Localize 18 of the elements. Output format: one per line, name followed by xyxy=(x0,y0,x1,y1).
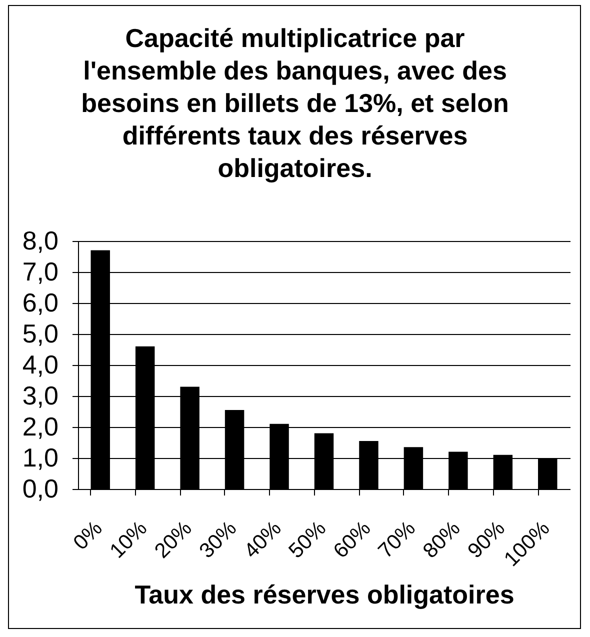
y-tick-label: 8,0 xyxy=(22,226,58,256)
y-tick-label: 6,0 xyxy=(22,288,58,318)
y-tick-label: 4,0 xyxy=(22,350,58,380)
x-axis-title: Taux des réserves obligatoires xyxy=(134,579,514,610)
y-tick-label: 3,0 xyxy=(22,380,58,410)
chart-title: Capacité multiplicatrice par l'ensemble des banques, avec des besoins en billets de 13%, et selon différents taux des réserves obligatoires. xyxy=(81,23,509,183)
y-tick-label: 5,0 xyxy=(22,318,58,348)
x-tick-label: 50% xyxy=(284,516,331,563)
x-tick-label: 70% xyxy=(374,516,420,563)
x-tick-label: 0% xyxy=(69,516,107,555)
y-tick-label: 2,0 xyxy=(22,412,58,442)
y-tick-label: 0,0 xyxy=(22,474,58,504)
y-tick-label: 7,0 xyxy=(22,256,58,286)
y-tick-label: 1,0 xyxy=(22,442,58,472)
x-tick-label: 60% xyxy=(329,516,376,563)
x-tick-label: 80% xyxy=(418,516,465,563)
x-tick-label: 30% xyxy=(195,516,242,563)
x-tick-label: 40% xyxy=(240,516,286,563)
